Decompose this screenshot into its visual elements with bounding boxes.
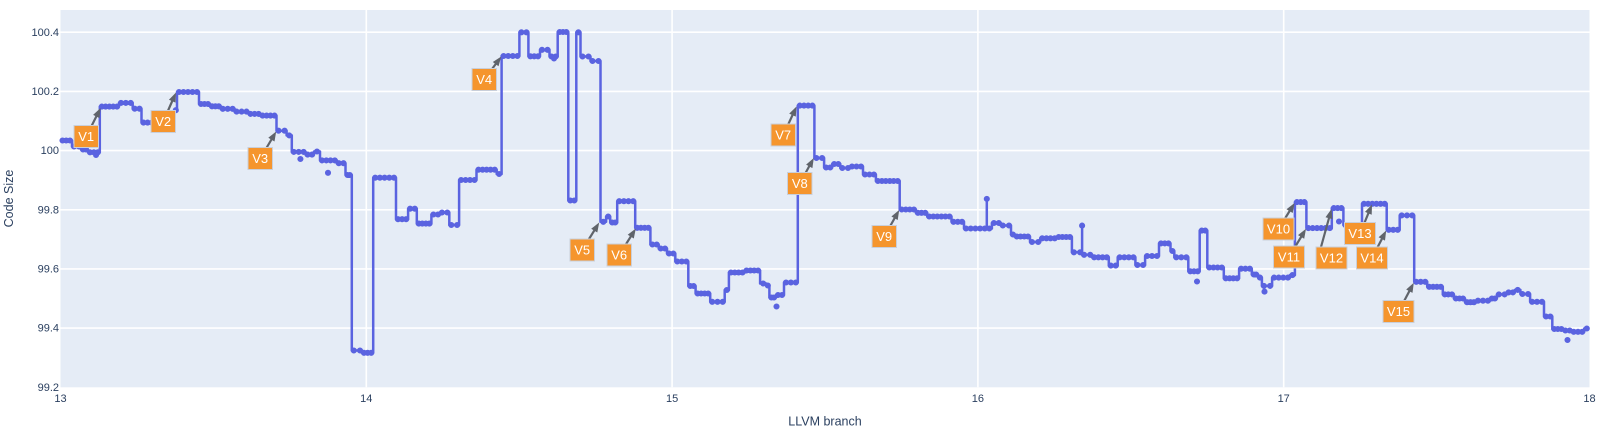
svg-text:13: 13 xyxy=(54,393,66,405)
svg-text:V11: V11 xyxy=(1278,250,1300,265)
svg-text:V9: V9 xyxy=(876,229,892,244)
svg-text:V5: V5 xyxy=(574,243,590,258)
svg-text:99.4: 99.4 xyxy=(38,323,59,335)
svg-text:V3: V3 xyxy=(252,151,268,166)
svg-text:18: 18 xyxy=(1583,393,1595,405)
svg-text:V7: V7 xyxy=(775,128,791,143)
svg-text:99.2: 99.2 xyxy=(38,382,59,394)
svg-text:16: 16 xyxy=(972,393,984,405)
svg-text:100.2: 100.2 xyxy=(31,86,59,98)
svg-text:V12: V12 xyxy=(1320,251,1343,266)
svg-text:99.6: 99.6 xyxy=(38,264,59,276)
svg-text:LLVM branch: LLVM branch xyxy=(788,415,861,429)
svg-text:Code Size: Code Size xyxy=(2,170,16,228)
svg-text:V13: V13 xyxy=(1348,226,1371,241)
svg-text:100: 100 xyxy=(41,145,59,157)
svg-text:V2: V2 xyxy=(155,114,171,129)
svg-text:V6: V6 xyxy=(611,248,627,263)
svg-text:V8: V8 xyxy=(792,176,808,191)
svg-text:17: 17 xyxy=(1278,393,1290,405)
svg-text:V1: V1 xyxy=(78,129,94,144)
svg-text:V15: V15 xyxy=(1387,304,1410,319)
svg-text:V4: V4 xyxy=(476,72,492,87)
svg-text:100.4: 100.4 xyxy=(31,27,59,39)
svg-text:15: 15 xyxy=(666,393,678,405)
svg-text:V14: V14 xyxy=(1360,251,1383,266)
svg-text:V10: V10 xyxy=(1267,222,1290,237)
svg-text:14: 14 xyxy=(360,393,372,405)
svg-text:99.8: 99.8 xyxy=(38,204,59,216)
